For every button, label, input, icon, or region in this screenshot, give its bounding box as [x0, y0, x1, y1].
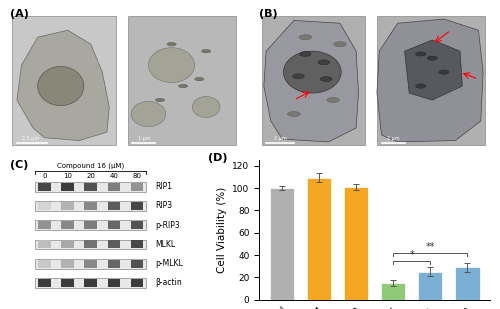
- Text: RIP3: RIP3: [156, 201, 172, 210]
- Ellipse shape: [131, 101, 166, 127]
- Text: (C): (C): [10, 160, 29, 170]
- Bar: [270, 188, 294, 300]
- Ellipse shape: [326, 98, 340, 103]
- Bar: [84, 183, 97, 191]
- Bar: [381, 283, 405, 300]
- Bar: [36, 220, 146, 230]
- Bar: [62, 183, 74, 191]
- Text: 2 μm: 2 μm: [387, 136, 400, 141]
- Bar: [36, 182, 146, 192]
- Text: (A): (A): [10, 9, 29, 19]
- Bar: [108, 202, 120, 210]
- Bar: [38, 221, 51, 229]
- Bar: [307, 178, 331, 300]
- Bar: [36, 259, 146, 269]
- Bar: [36, 201, 146, 211]
- Bar: [418, 272, 442, 300]
- Bar: [62, 221, 74, 229]
- Bar: [128, 16, 236, 145]
- Text: 1 μm: 1 μm: [138, 136, 150, 141]
- Ellipse shape: [156, 98, 164, 102]
- Ellipse shape: [194, 77, 204, 81]
- Text: RIP1: RIP1: [156, 182, 172, 191]
- Bar: [84, 240, 97, 248]
- Text: 0: 0: [42, 173, 47, 179]
- Ellipse shape: [320, 77, 332, 82]
- Ellipse shape: [416, 84, 426, 88]
- Ellipse shape: [300, 52, 311, 57]
- Bar: [84, 202, 97, 210]
- Bar: [38, 202, 51, 210]
- Polygon shape: [404, 40, 462, 100]
- Bar: [130, 183, 143, 191]
- Polygon shape: [17, 30, 109, 141]
- Bar: [108, 279, 120, 287]
- Text: 2.5 μm: 2.5 μm: [22, 136, 40, 141]
- Bar: [84, 260, 97, 268]
- Ellipse shape: [438, 70, 449, 74]
- Bar: [108, 240, 120, 248]
- Bar: [344, 187, 368, 300]
- Bar: [262, 16, 366, 145]
- Text: 80: 80: [132, 173, 141, 179]
- Ellipse shape: [292, 74, 304, 79]
- Text: Compound 16 (μM): Compound 16 (μM): [57, 163, 124, 169]
- Text: p-RIP3: p-RIP3: [156, 221, 180, 230]
- Text: 2 μm: 2 μm: [274, 136, 286, 141]
- Bar: [130, 221, 143, 229]
- Bar: [108, 221, 120, 229]
- Ellipse shape: [334, 42, 346, 47]
- Text: (B): (B): [259, 9, 278, 19]
- Bar: [377, 16, 486, 145]
- Bar: [84, 221, 97, 229]
- Bar: [130, 202, 143, 210]
- Text: 20: 20: [86, 173, 95, 179]
- Ellipse shape: [284, 51, 341, 93]
- Bar: [62, 260, 74, 268]
- Text: 40: 40: [110, 173, 118, 179]
- Bar: [130, 260, 143, 268]
- Ellipse shape: [192, 96, 220, 117]
- Polygon shape: [264, 20, 358, 142]
- Bar: [84, 279, 97, 287]
- Y-axis label: Cell Viability (%): Cell Viability (%): [216, 187, 226, 273]
- Text: MLKL: MLKL: [156, 240, 176, 249]
- Ellipse shape: [38, 66, 84, 106]
- Ellipse shape: [416, 52, 426, 56]
- Bar: [62, 279, 74, 287]
- Text: (D): (D): [208, 153, 228, 163]
- Bar: [62, 202, 74, 210]
- Bar: [456, 267, 479, 300]
- Bar: [38, 240, 51, 248]
- Bar: [108, 260, 120, 268]
- Bar: [62, 240, 74, 248]
- Bar: [38, 279, 51, 287]
- Text: β-actin: β-actin: [156, 278, 182, 287]
- Bar: [130, 279, 143, 287]
- Bar: [108, 183, 120, 191]
- Ellipse shape: [202, 49, 211, 53]
- Bar: [38, 260, 51, 268]
- Bar: [36, 239, 146, 249]
- Ellipse shape: [318, 60, 330, 65]
- Polygon shape: [377, 19, 483, 142]
- Ellipse shape: [427, 56, 438, 60]
- Ellipse shape: [178, 84, 188, 88]
- Bar: [12, 16, 116, 145]
- Text: p-MLKL: p-MLKL: [156, 259, 183, 268]
- Bar: [38, 183, 51, 191]
- Ellipse shape: [167, 42, 176, 46]
- Ellipse shape: [148, 48, 194, 83]
- Text: 10: 10: [63, 173, 72, 179]
- Ellipse shape: [288, 112, 300, 116]
- Text: *: *: [410, 250, 414, 260]
- Bar: [36, 278, 146, 288]
- Ellipse shape: [299, 35, 312, 40]
- Bar: [130, 240, 143, 248]
- Text: **: **: [426, 242, 435, 252]
